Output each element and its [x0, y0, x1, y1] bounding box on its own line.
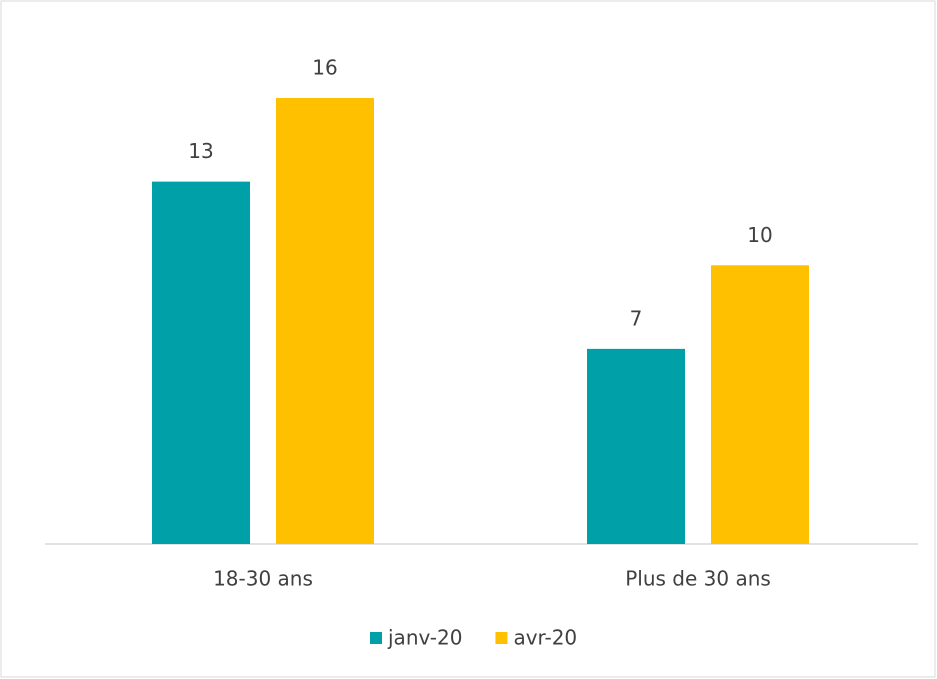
- legend-swatch: [495, 632, 508, 644]
- legend-label: janv-20: [387, 626, 462, 650]
- bar: [711, 265, 809, 544]
- data-label: 7: [630, 306, 643, 330]
- data-label: 16: [312, 56, 337, 80]
- bar: [152, 181, 250, 544]
- legend-swatch: [370, 632, 382, 644]
- bar: [587, 348, 685, 544]
- x-tick-label: 18-30 ans: [213, 567, 313, 591]
- data-label: 10: [747, 223, 772, 247]
- bar: [276, 98, 374, 544]
- x-tick-label: Plus de 30 ans: [625, 567, 771, 591]
- legend-label: avr-20: [513, 626, 577, 650]
- data-label: 13: [188, 139, 213, 163]
